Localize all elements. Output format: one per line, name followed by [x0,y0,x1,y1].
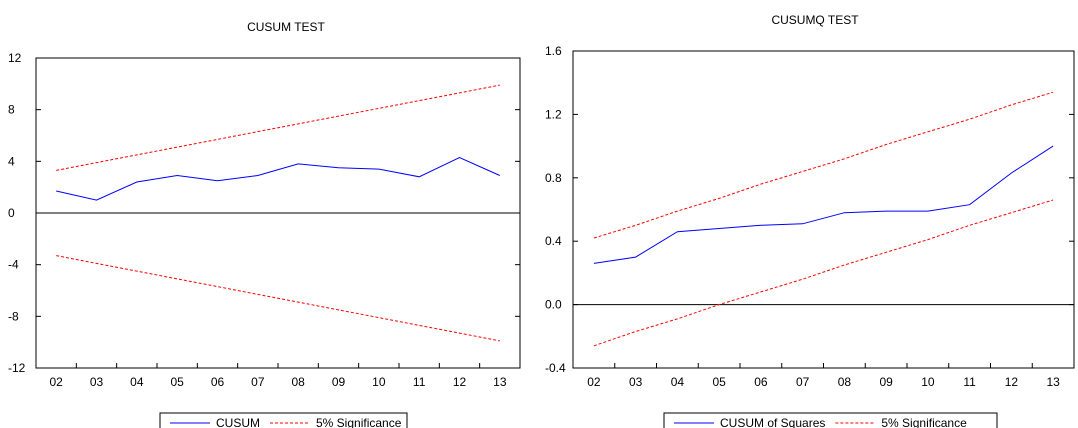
x-tick-label: 13 [493,375,507,389]
legend-label: CUSUM [216,416,260,428]
chart-title: CUSUM TEST [247,20,325,34]
chart-cusum: CUSUM TEST 12 8 4 0 -4 -8 -12 02 03 04 05 06 07 08 09 10… [8,20,521,428]
x-tick-label: 04 [130,375,144,389]
x-tick-label: 11 [963,375,976,389]
x-tick-label: 07 [251,375,265,389]
x-tick-label: 09 [332,375,346,389]
y-tick-label: 0.8 [545,171,562,185]
lower-significance-bound-line [56,255,500,342]
x-tick-label: 07 [796,375,810,389]
x-tick-label: 08 [291,375,305,389]
legend: CUSUM 5% Significance [159,412,408,428]
x-tick-label: 10 [372,375,386,389]
series-line [56,156,501,201]
legend-box [159,412,408,428]
x-tick-label: 08 [838,375,852,389]
y-tick-label: -0.4 [545,361,566,375]
x-tick-label: 06 [211,375,225,389]
legend-box [663,412,998,428]
y-tick-label: -8 [8,309,19,323]
y-tick-label: 4 [8,154,15,168]
x-tick-label: 13 [1046,375,1060,389]
chart-title: CUSUMQ TEST [771,13,859,27]
upper-significance-bound-line [593,91,1054,239]
x-tick-label: 02 [587,375,601,389]
legend: CUSUM of Squares 5% Significance [663,412,998,428]
y-tick-label: 0.4 [545,234,562,248]
x-tick-label: 12 [1005,375,1019,389]
x-tick-label: 05 [712,375,726,389]
plot-frame [572,50,1075,369]
legend-label: 5% Significance [316,416,402,428]
y-tick-label: 0.0 [545,298,562,312]
x-tick-label: 06 [754,375,768,389]
y-tick-label: 1.6 [545,44,562,58]
x-tick-label: 12 [453,375,467,389]
upper-significance-bound-line [56,84,500,171]
lower-significance-bound-line [593,199,1054,347]
legend-label: 5% Significance [881,416,967,428]
y-tick-label: 8 [8,103,15,117]
x-tick-label: 03 [629,375,643,389]
x-tick-label: 05 [170,375,184,389]
y-tick-label: -12 [8,361,26,375]
legend-label: CUSUM of Squares [720,416,825,428]
x-tick-label: 03 [90,375,104,389]
series-line [593,145,1054,264]
chart-cusumq: CUSUMQ TEST 1.6 1.2 0.8 0.4 0.0 -0.4 02 03 04 05 06… [545,13,1075,428]
x-tick-label: 11 [413,375,426,389]
x-tick-label: 02 [49,375,63,389]
x-tick-label: 09 [879,375,893,389]
x-tick-label: 04 [671,375,685,389]
x-tick-label: 10 [921,375,935,389]
y-tick-label: -4 [8,258,19,272]
y-tick-label: 1.2 [545,107,562,121]
y-tick-label: 0 [8,206,15,220]
y-tick-label: 12 [8,51,22,65]
